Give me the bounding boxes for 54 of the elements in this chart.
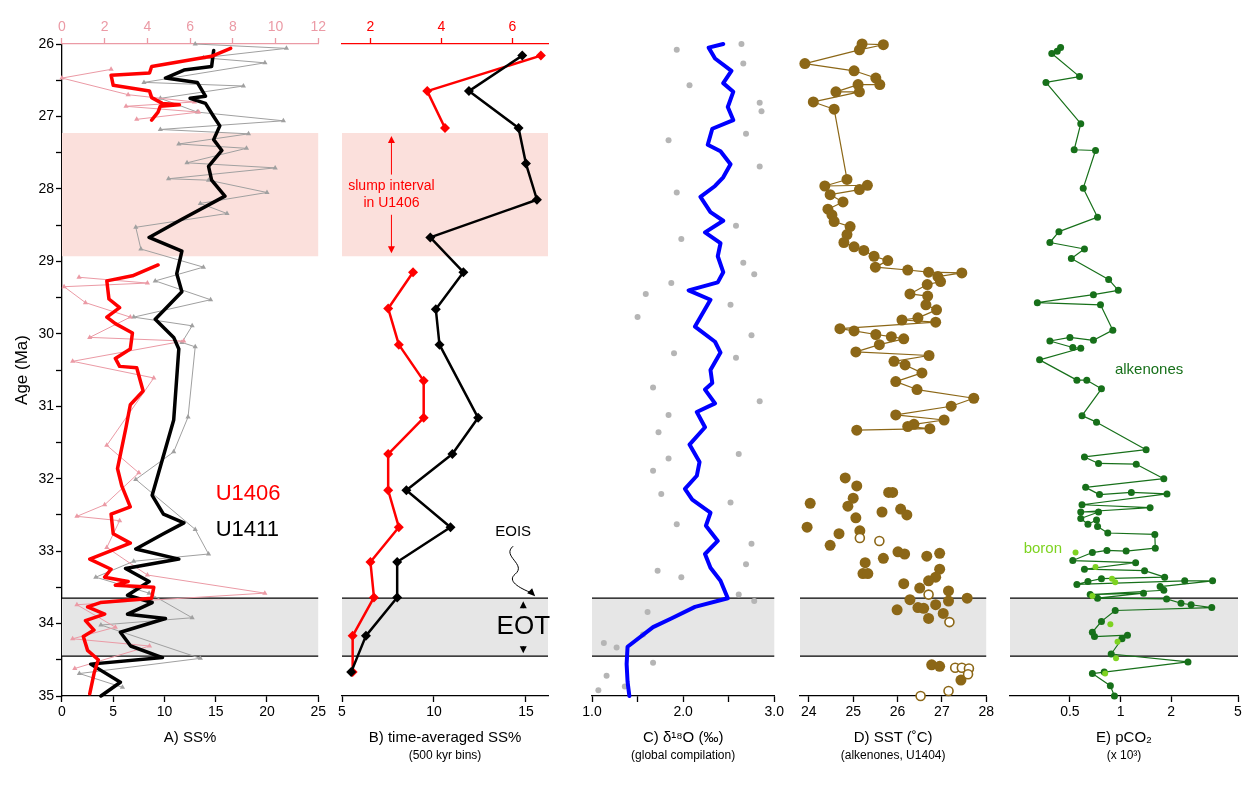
x-tick-label: 5 — [1234, 703, 1243, 720]
y-tick-label: 32 — [38, 469, 55, 486]
series-label: boron — [1023, 539, 1063, 557]
text: U1406 — [215, 479, 281, 505]
annotation: EOIS — [495, 522, 532, 540]
x-tick-label: 10 — [156, 703, 173, 720]
x-axis-title: B) time-averaged SS% (500 kyr bins) — [368, 728, 522, 763]
x-tick-label: 0 — [58, 703, 67, 720]
y-tick-label: 30 — [38, 324, 55, 341]
x-tick-label: 5 — [338, 703, 347, 720]
x2-tick-label: 8 — [228, 18, 237, 35]
x-tick-label: 5 — [109, 703, 118, 720]
x-tick-label: 25 — [310, 703, 327, 720]
y-tick-label: 28 — [38, 179, 55, 196]
y-tick-label: 26 — [38, 34, 55, 51]
x-tick-label: 24 — [801, 703, 817, 720]
band-label: EOT — [496, 610, 551, 641]
x-tick-label: 15 — [518, 703, 534, 720]
x2-tick-label: 6 — [508, 18, 517, 35]
x-tick-label: 27 — [934, 703, 950, 720]
x-axis-title: A) SS% — [163, 728, 217, 746]
x2-tick-label: 10 — [267, 18, 284, 35]
x-tick-label: 3.0 — [764, 703, 785, 720]
x-tick-label: 28 — [978, 703, 995, 720]
x-tick-label: 1 — [1116, 703, 1125, 720]
x2-tick-label: 12 — [310, 18, 327, 35]
x2-tick-label: 2 — [100, 18, 109, 35]
x-tick-label: 26 — [889, 703, 906, 720]
y-tick-label: 27 — [38, 107, 55, 124]
x2-tick-label: 2 — [366, 18, 375, 35]
x2-tick-label: 6 — [186, 18, 195, 35]
y-tick-label: 35 — [38, 686, 55, 703]
x2-tick-label: 4 — [437, 18, 446, 35]
x-axis-title: D) SST (˚C) (alkenones, U1404) — [840, 728, 946, 763]
x-tick-label: 20 — [259, 703, 275, 720]
x-tick-label: 2 — [1167, 703, 1176, 720]
series-label: alkenones — [1114, 360, 1184, 378]
band-label: slump interval in U1406 — [348, 177, 435, 210]
x2-tick-label: 0 — [58, 18, 67, 35]
x-axis-title: C) δ¹⁸O (‰) (global compilation) — [631, 728, 736, 763]
x-tick-label: 10 — [426, 703, 442, 720]
y-tick-label: 33 — [38, 541, 55, 558]
x-tick-label: 15 — [207, 703, 224, 720]
y-tick-label: 34 — [38, 614, 55, 631]
y-tick-label: 29 — [38, 252, 55, 269]
y-axis-title: Age (Ma) — [11, 335, 31, 405]
x-tick-label: 0.5 — [1060, 703, 1080, 720]
y-tick-label: 31 — [38, 397, 55, 414]
x2-tick-label: 4 — [143, 18, 152, 35]
x-axis-title: E) pCO₂ (x 10³) — [1096, 728, 1153, 763]
x-tick-label: 2.0 — [673, 703, 694, 720]
x-tick-label: 25 — [845, 703, 862, 720]
series-label: U1411 — [215, 515, 279, 541]
x-tick-label: 1.0 — [582, 703, 602, 720]
